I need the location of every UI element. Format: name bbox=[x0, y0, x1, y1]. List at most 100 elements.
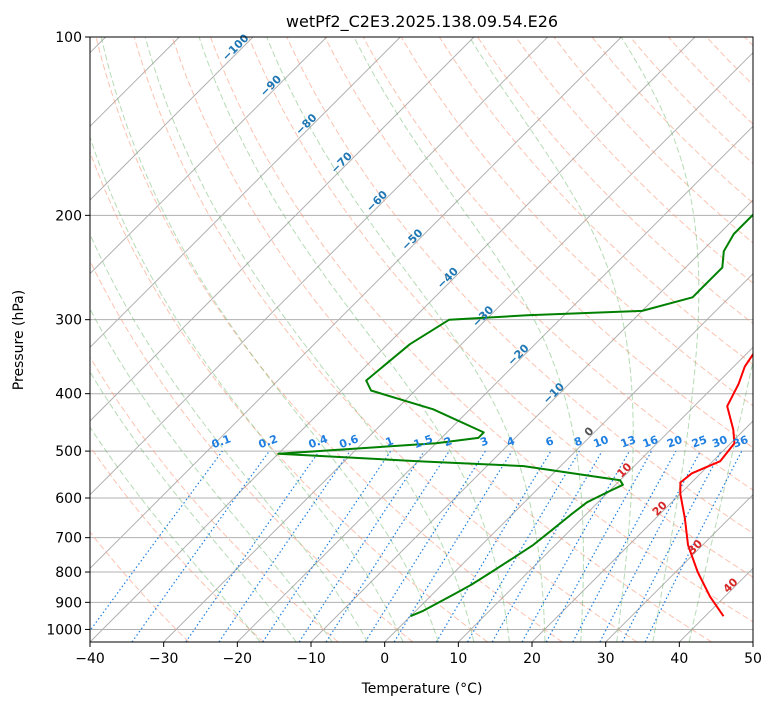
y-tick-label: 200 bbox=[55, 208, 82, 224]
y-axis-label: Pressure (hPa) bbox=[11, 290, 27, 390]
x-tick-label: 10 bbox=[449, 651, 467, 667]
dry-adiabat bbox=[591, 37, 753, 204]
x-tick-label: −10 bbox=[296, 651, 326, 667]
isotherm-line bbox=[163, 51, 753, 642]
dry-adiabat bbox=[477, 37, 753, 325]
isotherm-line bbox=[457, 346, 753, 642]
x-tick-label: 0 bbox=[380, 651, 389, 667]
y-tick-label: 1000 bbox=[46, 622, 82, 638]
dry-adiabat bbox=[210, 37, 753, 623]
x-tick-label: 50 bbox=[744, 651, 762, 667]
dry-adiabat bbox=[438, 37, 753, 366]
mixing-ratio-line bbox=[325, 450, 450, 642]
mixing-ratio-line bbox=[644, 450, 743, 642]
moist-adiabat bbox=[266, 37, 546, 642]
dry-adiabat bbox=[744, 37, 753, 47]
isotherm-line bbox=[90, 37, 328, 275]
chart-title: wetPf2_C2E3.2025.138.09.54.E26 bbox=[286, 12, 558, 32]
mixing-ratio-line bbox=[185, 450, 320, 642]
mixing-ratio-line bbox=[393, 450, 513, 642]
isotherm-line bbox=[531, 420, 753, 642]
x-tick-label: 30 bbox=[597, 651, 615, 667]
isoline-labels: −100−90−80−70−60−50−40−30−20−10010203040… bbox=[210, 31, 750, 595]
skewed-isotherms bbox=[90, 37, 753, 642]
y-tick-label: 800 bbox=[55, 565, 82, 581]
dry-adiabat bbox=[90, 259, 414, 642]
x-tick-label: 40 bbox=[670, 651, 688, 667]
isobar-gridlines bbox=[90, 37, 753, 630]
isotherm-line bbox=[90, 37, 549, 496]
dry-adiabat bbox=[629, 37, 753, 165]
mixing-ratio-line bbox=[262, 450, 392, 642]
dry-adiabat-label: 20 bbox=[650, 498, 670, 518]
dry-adiabat bbox=[95, 37, 563, 642]
dry-adiabat bbox=[706, 37, 753, 86]
mixing-ratio-line bbox=[131, 450, 270, 642]
mixing-ratio-label: 30 bbox=[710, 433, 729, 451]
moist-adiabat bbox=[469, 37, 634, 642]
y-tick-label: 500 bbox=[55, 444, 82, 460]
dry-adiabat bbox=[90, 445, 264, 642]
mixing-ratio-label: 13 bbox=[619, 433, 638, 450]
isotherm-line bbox=[384, 272, 753, 642]
moist-adiabat bbox=[90, 308, 333, 642]
mixing-ratio-label: 3 bbox=[478, 434, 490, 449]
dry-adiabats bbox=[90, 37, 753, 642]
mixing-ratio-label: 2 bbox=[442, 434, 454, 449]
mixing-ratio-label: 0.2 bbox=[257, 432, 280, 451]
mixing-ratio-lines bbox=[90, 450, 743, 642]
plot-frame bbox=[89, 36, 754, 643]
y-tick-label: 400 bbox=[55, 387, 82, 403]
x-tick-label: −20 bbox=[223, 651, 253, 667]
dry-adiabat bbox=[248, 37, 753, 578]
mixing-ratio-label: 0.6 bbox=[338, 432, 361, 451]
moist-adiabat bbox=[90, 426, 261, 642]
mixing-ratio-label: 6 bbox=[544, 434, 556, 449]
mixing-ratio-label: 8 bbox=[572, 434, 584, 449]
moist-adiabats bbox=[90, 37, 753, 642]
x-tick-label: 20 bbox=[523, 651, 541, 667]
y-tick-label: 700 bbox=[55, 531, 82, 547]
moist-adiabat bbox=[144, 37, 475, 642]
moist-adiabat bbox=[90, 370, 297, 642]
isotherm-line bbox=[605, 493, 753, 642]
moist-adiabat bbox=[688, 358, 753, 642]
moist-adiabat bbox=[100, 37, 439, 642]
moist-adiabat bbox=[353, 37, 584, 642]
y-tick-label: 900 bbox=[55, 595, 82, 611]
dry-adiabat-label: −90 bbox=[258, 72, 285, 99]
moist-adiabat bbox=[90, 232, 369, 642]
mixing-ratio-line bbox=[572, 450, 677, 642]
mixing-ratio-label: 25 bbox=[690, 433, 709, 450]
x-tick-label: −40 bbox=[75, 651, 105, 667]
dry-adiabat-label: −20 bbox=[505, 341, 532, 368]
moist-adiabat bbox=[198, 37, 510, 642]
mixing-ratio-line bbox=[90, 450, 223, 632]
mixing-ratio-label: 0.1 bbox=[210, 432, 233, 451]
dry-adiabat-label: 10 bbox=[614, 460, 634, 480]
dry-adiabat bbox=[515, 37, 753, 284]
moist-adiabat bbox=[90, 135, 404, 642]
mixing-ratio-line bbox=[218, 450, 351, 642]
dry-adiabat-label: −80 bbox=[293, 111, 320, 138]
dry-adiabat-label: 40 bbox=[721, 575, 741, 595]
mixing-ratio-label: 36 bbox=[731, 433, 750, 451]
dry-adiabat-label: −100 bbox=[220, 31, 252, 63]
isotherm-line bbox=[90, 37, 622, 570]
dewpoint-profile bbox=[277, 213, 753, 618]
dry-adiabat bbox=[553, 37, 753, 244]
isotherm-line bbox=[90, 37, 475, 422]
dry-adiabat bbox=[324, 37, 753, 491]
data-series bbox=[277, 213, 753, 618]
isotherm-line bbox=[752, 641, 753, 642]
mixing-ratio-line bbox=[298, 450, 425, 642]
mixing-ratio-label: 0.4 bbox=[307, 432, 330, 451]
mixing-ratio-label: 1 bbox=[384, 434, 396, 449]
y-tick-label: 600 bbox=[55, 491, 82, 507]
x-tick-label: −30 bbox=[149, 651, 179, 667]
temperature-profile bbox=[679, 352, 753, 617]
dry-adiabat bbox=[400, 37, 753, 407]
y-tick-label: 300 bbox=[55, 313, 82, 329]
mixing-ratio-label: 1.5 bbox=[412, 432, 435, 451]
